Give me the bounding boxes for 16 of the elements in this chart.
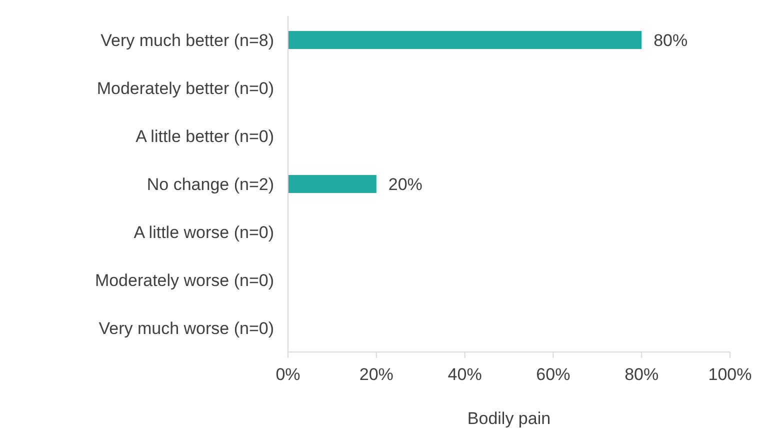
x-tick-label: 0%	[276, 365, 300, 384]
y-tick-label: No change (n=2)	[146, 175, 274, 194]
y-tick-label: Moderately worse (n=0)	[94, 271, 274, 290]
x-tick-label: 40%	[448, 365, 482, 384]
data-label: 80%	[654, 30, 688, 50]
y-tick-label: Moderately better (n=0)	[96, 79, 274, 98]
y-tick-label: A little better (n=0)	[136, 127, 274, 146]
x-axis-title: Bodily pain	[467, 409, 551, 428]
y-tick-label: Very much better (n=8)	[100, 31, 274, 50]
x-tick-label: 100%	[708, 365, 752, 384]
y-tick-label: A little worse (n=0)	[134, 223, 274, 242]
x-tick-label: 60%	[536, 365, 570, 384]
x-tick-label: 80%	[624, 365, 659, 384]
data-label: 20%	[388, 174, 422, 194]
y-tick-label: Very much worse (n=0)	[98, 319, 274, 338]
x-tick-label: 20%	[359, 365, 394, 384]
